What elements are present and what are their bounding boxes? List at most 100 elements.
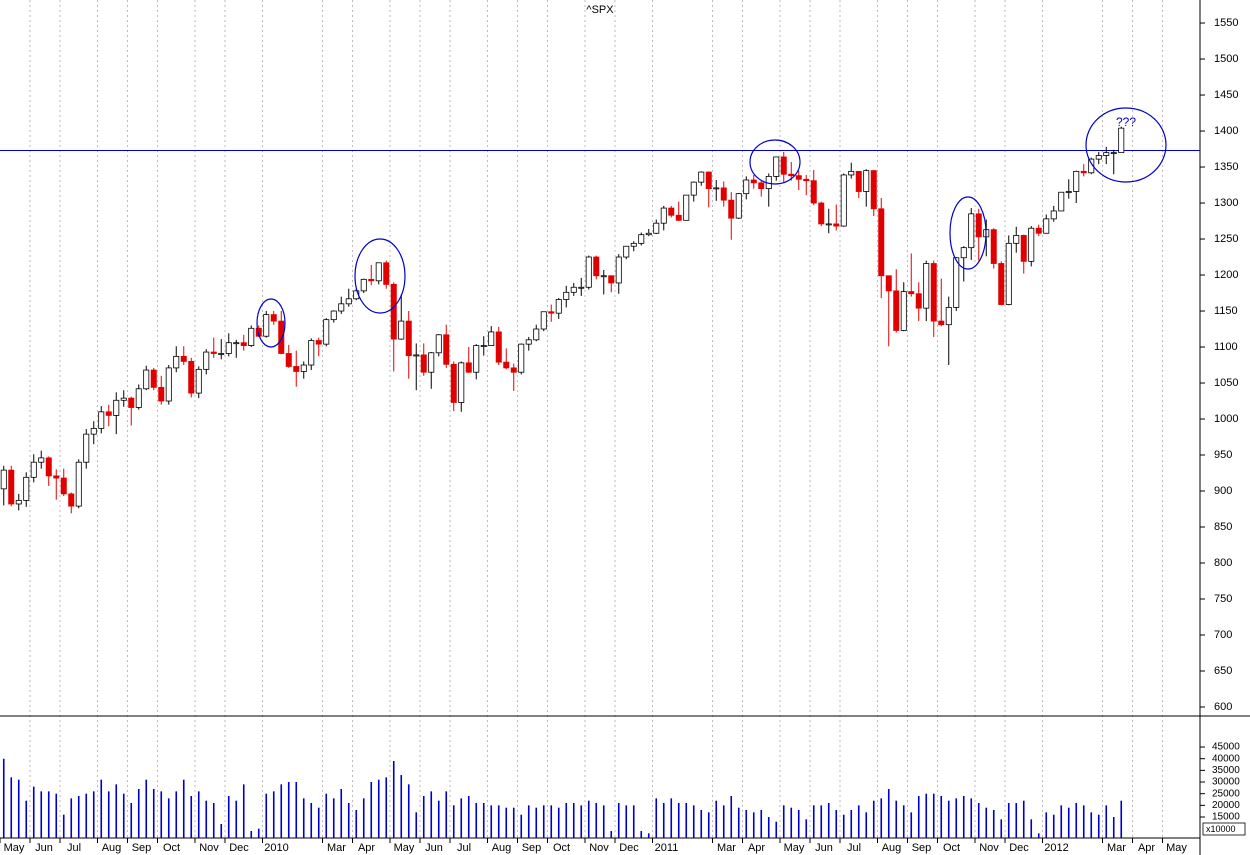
candle-body [413, 354, 420, 357]
candle-body [900, 291, 907, 331]
y-tick-label: 1350 [1214, 161, 1238, 173]
candle-body [615, 256, 622, 284]
candle-body [398, 320, 405, 340]
candle-body [960, 247, 967, 259]
x-tick-label: Dec [229, 842, 249, 854]
volume-y-tick-label: 45000 [1212, 742, 1240, 753]
candle-body [345, 298, 352, 305]
candle-body [23, 476, 30, 501]
candle-body [98, 411, 105, 429]
candle-body [698, 171, 705, 183]
candle-body [420, 354, 427, 373]
y-tick-label: 700 [1214, 629, 1232, 641]
candle-body [0, 469, 7, 490]
candle-body [675, 214, 682, 221]
candle-body [465, 362, 472, 373]
candle-body [188, 361, 195, 394]
candle-body [548, 311, 555, 314]
candle-body [383, 262, 390, 285]
candle-body [1103, 152, 1110, 156]
candle-body [660, 207, 667, 224]
candle-body [503, 361, 510, 369]
candle-body [570, 286, 577, 293]
candle-body [195, 368, 202, 394]
y-tick-label: 850 [1214, 521, 1232, 533]
x-tick-label: Apr [748, 842, 765, 854]
candle-body [390, 283, 397, 340]
candle-body [525, 339, 532, 345]
highlight-circle [354, 238, 406, 314]
candle-body [1020, 235, 1027, 262]
candle-body [945, 307, 952, 326]
candle-body [135, 388, 142, 408]
candle-body [1073, 170, 1080, 192]
candle-body [623, 245, 630, 258]
candle-body [248, 327, 255, 346]
candle-body [473, 345, 480, 373]
highlight-circle [1085, 107, 1167, 183]
candle-body [210, 351, 217, 354]
candle-body [375, 262, 382, 282]
candle-body [143, 369, 150, 390]
x-tick-label: Oct [943, 842, 960, 854]
x-tick-label: Aug [102, 842, 122, 854]
x-tick-label: Jun [815, 842, 833, 854]
candle-body [968, 213, 975, 249]
x-tick-label: Jul [847, 842, 861, 854]
candle-body [458, 362, 465, 403]
x-tick-label: Apr [1138, 842, 1155, 854]
x-tick-label: Nov [979, 842, 999, 854]
candle-body [495, 331, 502, 363]
candle-body [263, 314, 270, 337]
candle-body [488, 331, 495, 346]
candle-body [158, 386, 165, 402]
candle-body [818, 202, 825, 225]
candle-body [585, 256, 592, 288]
unit-box [1202, 822, 1246, 836]
candle-body [780, 156, 787, 175]
candle-body [38, 457, 45, 463]
candle-body [368, 278, 375, 282]
candle-body [878, 208, 885, 277]
candle-body [240, 342, 247, 346]
x-tick-label: Dec [619, 842, 639, 854]
x-tick-label: Mar [1107, 842, 1126, 854]
x-tick-label: Sep [912, 842, 932, 854]
candle-body [315, 340, 322, 345]
candle-body [68, 493, 75, 507]
candle-body [293, 366, 300, 372]
candle-body [863, 170, 870, 192]
candle-body [975, 213, 982, 238]
candle-body [608, 275, 615, 284]
y-tick-label: 1150 [1214, 305, 1238, 317]
y-tick-label: 1550 [1214, 17, 1238, 29]
y-tick-label: 1500 [1214, 53, 1238, 65]
x-tick-label: Sep [132, 842, 152, 854]
volume-y-tick-label: 30000 [1212, 777, 1240, 788]
candle-body [1088, 158, 1095, 174]
candle-body [173, 355, 180, 369]
candle-body [128, 397, 135, 408]
candle-body [1095, 155, 1102, 160]
candle-body [83, 433, 90, 463]
candle-body [743, 179, 750, 195]
candle-body [923, 263, 930, 309]
candle-body [728, 199, 735, 219]
candle-body [750, 179, 757, 184]
candle-body [1005, 242, 1012, 305]
x-tick-label: 2011 [655, 842, 679, 854]
y-tick-label: 1000 [1214, 413, 1238, 425]
candle-body [338, 303, 345, 312]
candle-body [480, 345, 487, 347]
candle-body [300, 364, 307, 372]
candle-body [1110, 152, 1117, 155]
y-tick-label: 800 [1214, 557, 1232, 569]
volume-y-tick-label: 15000 [1212, 812, 1240, 823]
x-tick-label: 2012 [1044, 842, 1068, 854]
annotation: ??? [1116, 115, 1136, 129]
candle-body [533, 328, 540, 341]
candle-body [810, 180, 817, 204]
x-tick-label: May [784, 842, 805, 854]
